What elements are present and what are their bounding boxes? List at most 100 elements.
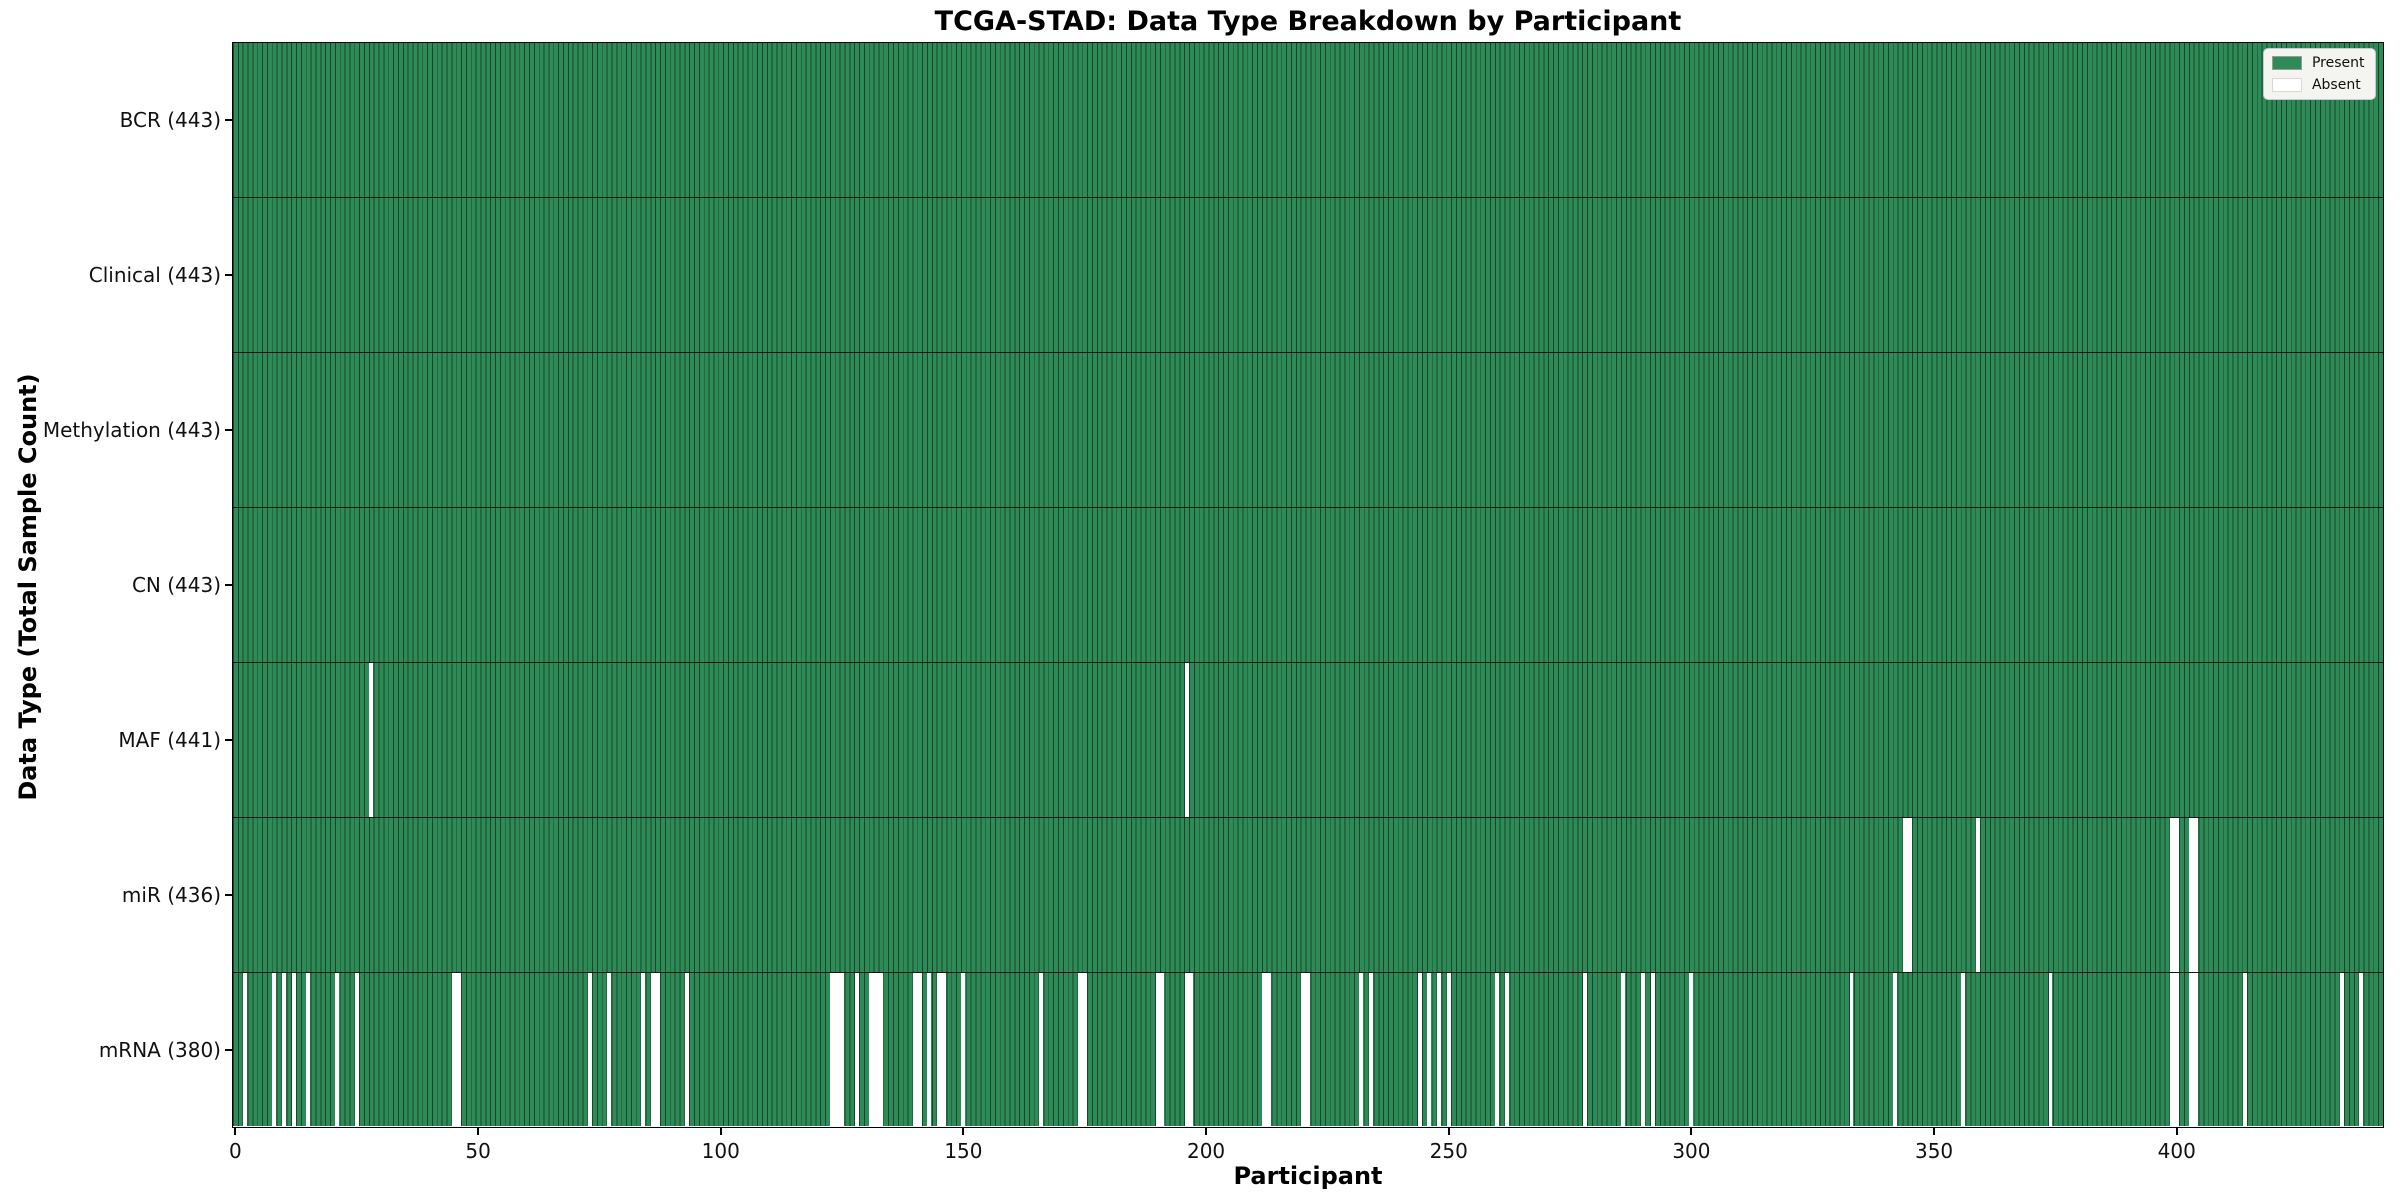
x-tick-label-100: 100 bbox=[701, 1139, 740, 1163]
absent-gap bbox=[2242, 972, 2247, 1127]
legend-swatch-absent bbox=[2271, 77, 2302, 92]
absent-gap bbox=[1446, 972, 1451, 1127]
x-tick-mark bbox=[477, 1127, 480, 1135]
absent-gap bbox=[369, 662, 374, 817]
row-BCR bbox=[232, 42, 2383, 198]
absent-gap bbox=[243, 972, 248, 1127]
legend-item-absent: Absent bbox=[2271, 76, 2365, 93]
absent-gap bbox=[1077, 972, 1087, 1127]
absent-gap bbox=[830, 972, 844, 1127]
x-tick-mark bbox=[1205, 1127, 1208, 1135]
absent-gap bbox=[1975, 817, 1980, 972]
x-tick-label-300: 300 bbox=[1672, 1139, 1711, 1163]
y-tick-label-mRNA: mRNA (380) bbox=[98, 1037, 221, 1062]
absent-gap bbox=[684, 972, 689, 1127]
absent-gap bbox=[2048, 972, 2053, 1127]
absent-gap bbox=[2189, 972, 2199, 1127]
y-tick-mark bbox=[225, 738, 233, 741]
absent-gap bbox=[2169, 817, 2179, 972]
absent-gap bbox=[2169, 972, 2179, 1127]
absent-gap bbox=[1650, 972, 1655, 1127]
absent-gap bbox=[354, 972, 359, 1127]
row-MAF bbox=[232, 661, 2383, 817]
absent-gap bbox=[1902, 817, 1912, 972]
x-tick-mark bbox=[2175, 1127, 2178, 1135]
row-mRNA bbox=[232, 971, 2383, 1127]
absent-gap bbox=[854, 972, 859, 1127]
absent-gap bbox=[451, 972, 461, 1127]
plot-area: Present Absent bbox=[231, 41, 2384, 1128]
x-tick-label-0: 0 bbox=[229, 1139, 242, 1163]
x-tick-mark bbox=[719, 1127, 722, 1135]
x-tick-mark bbox=[1447, 1127, 1450, 1135]
absent-gap bbox=[1689, 972, 1694, 1127]
absent-gap bbox=[1621, 972, 1626, 1127]
legend-label: Absent bbox=[2311, 76, 2361, 93]
x-tick-label-250: 250 bbox=[1429, 1139, 1468, 1163]
absent-gap bbox=[1849, 972, 1854, 1127]
row-CN bbox=[232, 507, 2383, 662]
absent-gap bbox=[641, 972, 646, 1127]
absent-gap bbox=[1582, 972, 1587, 1127]
row-miR bbox=[232, 816, 2383, 972]
y-tick-mark bbox=[225, 429, 233, 432]
absent-gap bbox=[961, 972, 966, 1127]
x-tick-mark bbox=[1933, 1127, 1936, 1135]
x-axis-label: Participant bbox=[1233, 1162, 1383, 1190]
absent-gap bbox=[1427, 972, 1432, 1127]
absent-gap bbox=[272, 972, 277, 1127]
y-tick-mark bbox=[225, 274, 233, 277]
absent-gap bbox=[1369, 972, 1374, 1127]
y-tick-label-CN: CN (443) bbox=[131, 573, 221, 597]
absent-gap bbox=[1039, 972, 1043, 1127]
absent-gap bbox=[937, 972, 946, 1127]
y-tick-mark bbox=[225, 893, 233, 896]
absent-gap bbox=[1262, 972, 1272, 1127]
y-tick-label-Methylation: Methylation (443) bbox=[42, 418, 221, 443]
row-Clinical bbox=[232, 197, 2383, 353]
y-tick-mark bbox=[225, 119, 233, 122]
absent-gap bbox=[869, 972, 883, 1127]
legend-label: Present bbox=[2311, 54, 2365, 71]
y-tick-label-miR: miR (436) bbox=[121, 882, 221, 907]
x-tick-label-400: 400 bbox=[2157, 1139, 2196, 1163]
legend: Present Absent bbox=[2262, 47, 2376, 100]
y-tick-label-BCR: BCR (443) bbox=[119, 108, 221, 133]
absent-gap bbox=[2359, 972, 2364, 1127]
absent-gap bbox=[281, 972, 286, 1127]
absent-gap bbox=[1359, 972, 1364, 1127]
x-tick-mark bbox=[1690, 1127, 1693, 1135]
absent-gap bbox=[1155, 972, 1165, 1127]
x-tick-mark bbox=[962, 1127, 965, 1135]
absent-gap bbox=[335, 972, 340, 1127]
absent-gap bbox=[1417, 972, 1422, 1127]
x-tick-label-150: 150 bbox=[944, 1139, 983, 1163]
x-tick-mark bbox=[234, 1127, 237, 1135]
absent-gap bbox=[1437, 972, 1441, 1127]
y-tick-label-Clinical: Clinical (443) bbox=[88, 263, 221, 288]
legend-item-present: Present bbox=[2271, 54, 2365, 71]
y-tick-label-MAF: MAF (441) bbox=[118, 727, 221, 752]
absent-gap bbox=[2339, 972, 2344, 1127]
row-Methylation bbox=[232, 352, 2383, 508]
absent-gap bbox=[1640, 972, 1645, 1127]
absent-gap bbox=[291, 972, 296, 1127]
absent-gap bbox=[1495, 972, 1500, 1127]
x-tick-label-350: 350 bbox=[1914, 1139, 1954, 1163]
absent-gap bbox=[1893, 972, 1898, 1127]
absent-gap bbox=[2189, 817, 2199, 972]
absent-gap bbox=[1184, 662, 1189, 817]
absent-gap bbox=[1301, 972, 1310, 1127]
absent-gap bbox=[912, 972, 922, 1127]
absent-gap bbox=[927, 972, 932, 1127]
y-tick-mark bbox=[225, 1048, 233, 1051]
absent-gap bbox=[1184, 972, 1194, 1127]
x-tick-label-50: 50 bbox=[465, 1139, 491, 1163]
absent-gap bbox=[650, 972, 660, 1127]
absent-gap bbox=[587, 972, 592, 1127]
absent-gap bbox=[607, 972, 612, 1127]
absent-gap bbox=[1504, 972, 1509, 1127]
chart-title: TCGA-STAD: Data Type Breakdown by Partic… bbox=[934, 6, 1682, 37]
plot-rows bbox=[232, 42, 2383, 1127]
